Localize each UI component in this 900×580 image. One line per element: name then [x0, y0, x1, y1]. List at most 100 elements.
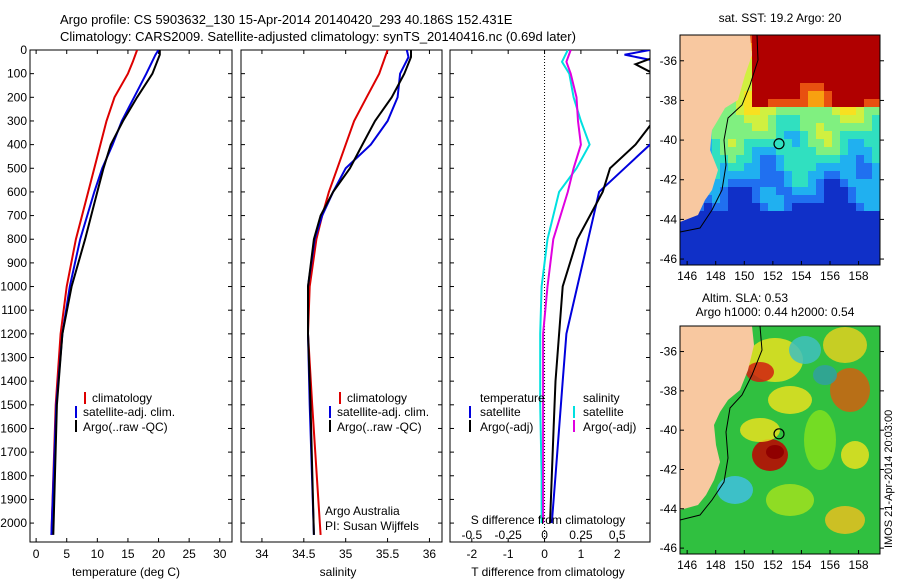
legend-salinity-title: salinity — [583, 391, 620, 405]
sst-cell — [776, 67, 784, 75]
sst-cell — [736, 115, 744, 123]
sst-cell — [824, 131, 832, 139]
sst-cell — [864, 163, 872, 171]
sst-cell — [800, 75, 808, 83]
sst-cell — [712, 147, 720, 155]
sst-cell — [872, 219, 880, 227]
legend-t-argo: Argo(-adj) — [480, 420, 533, 434]
sst-cell — [776, 139, 784, 147]
legend-argo-sal: Argo(..raw -QC) — [337, 420, 422, 434]
sst-cell — [832, 43, 840, 51]
sst-cell — [720, 259, 728, 265]
sst-cell — [800, 83, 808, 91]
sst-cell — [776, 147, 784, 155]
sst-cell — [784, 139, 792, 147]
depth-tick-label: 1400 — [0, 374, 27, 388]
sla-blob — [768, 386, 812, 414]
sst-cell — [720, 115, 728, 123]
sst-cell — [776, 187, 784, 195]
sst-cell — [856, 251, 864, 259]
sst-cell — [800, 131, 808, 139]
sst-cell — [752, 187, 760, 195]
sst-cell — [792, 59, 800, 67]
sst-cell — [832, 211, 840, 219]
sst-cell — [744, 219, 752, 227]
x-tick-label: -1 — [503, 547, 514, 561]
sst-cell — [736, 91, 744, 99]
sst-cell — [784, 99, 792, 107]
sst-cell — [760, 131, 768, 139]
sst-cell — [752, 147, 760, 155]
sst-cell — [744, 131, 752, 139]
sst-cell — [784, 227, 792, 235]
sst-cell — [752, 219, 760, 227]
sst-cell — [832, 91, 840, 99]
sst-cell — [808, 155, 816, 163]
sst-cell — [808, 107, 816, 115]
sst-cell — [760, 115, 768, 123]
sst-cell — [832, 243, 840, 251]
sla-blob — [841, 441, 869, 469]
sst-cell — [736, 179, 744, 187]
sst-cell — [840, 163, 848, 171]
sst-cell — [848, 235, 856, 243]
sst-cell — [760, 187, 768, 195]
sst-cell — [800, 147, 808, 155]
sst-cell — [752, 227, 760, 235]
salinity-axis-label: salinity — [320, 565, 357, 579]
sst-cell — [728, 227, 736, 235]
sst-cell — [744, 235, 752, 243]
sla-map-frame — [679, 325, 881, 555]
sst-cell — [776, 219, 784, 227]
sst-cell — [872, 163, 880, 171]
sst-cell — [832, 147, 840, 155]
sst-cell — [856, 219, 864, 227]
sst-cell — [712, 203, 720, 211]
sst-cell — [840, 211, 848, 219]
sst-cell — [808, 99, 816, 107]
sst-cell — [864, 171, 872, 179]
sst-cell — [864, 43, 872, 51]
sst-cell — [872, 211, 880, 219]
sst-cell — [832, 235, 840, 243]
sst-cell — [848, 195, 856, 203]
difference-series-2 — [549, 57, 650, 524]
difference-panel: -2 -1 0 1 2 -0.5 -0.25 0 0.25 0.5 — [450, 49, 650, 561]
sst-cell — [832, 195, 840, 203]
difference-series-1 — [550, 50, 650, 524]
sst-cell — [728, 195, 736, 203]
depth-tick-label: 200 — [7, 90, 27, 104]
sst-cell — [856, 147, 864, 155]
sst-cell — [856, 139, 864, 147]
sst-cell — [856, 131, 864, 139]
sst-cell — [816, 99, 824, 107]
s-diff-tick-label: -0.25 — [495, 528, 523, 542]
sst-cell — [760, 211, 768, 219]
sst-cell — [848, 211, 856, 219]
sst-cell — [752, 211, 760, 219]
sst-cell — [768, 211, 776, 219]
sst-cell — [768, 107, 776, 115]
depth-tick-label: 1300 — [0, 351, 27, 365]
sst-cell — [864, 227, 872, 235]
sst-cell — [744, 155, 752, 163]
sst-cell — [792, 179, 800, 187]
sst-cell — [808, 139, 816, 147]
sla-coast-contour — [680, 326, 763, 521]
sst-cell — [872, 75, 880, 83]
depth-tick-label: 400 — [7, 138, 27, 152]
sst-cell — [824, 259, 832, 265]
sst-cell — [808, 219, 816, 227]
sst-cell — [736, 155, 744, 163]
sla-argo-marker — [773, 428, 785, 440]
sst-cell — [728, 107, 736, 115]
sst-cell — [712, 227, 720, 235]
sst-cell — [704, 243, 712, 251]
sst-cell — [832, 67, 840, 75]
s-diff-tick-label: 0.5 — [609, 528, 626, 542]
sst-cell — [872, 139, 880, 147]
sst-cell — [848, 107, 856, 115]
depth-tick-label: 900 — [7, 256, 27, 270]
sst-land — [680, 35, 752, 222]
sst-cell — [704, 259, 712, 265]
